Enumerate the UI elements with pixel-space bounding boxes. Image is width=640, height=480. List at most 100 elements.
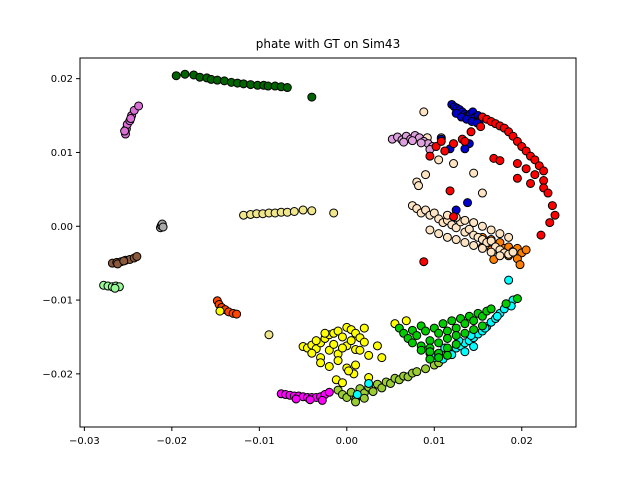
- data-point: [504, 275, 514, 285]
- data-point: [359, 393, 369, 403]
- data-point: [419, 107, 429, 117]
- data-point: [180, 69, 190, 79]
- data-point: [305, 395, 315, 405]
- data-point: [460, 238, 470, 247]
- data-point: [355, 345, 365, 355]
- data-point: [460, 347, 470, 357]
- data-point: [526, 178, 536, 188]
- data-point: [134, 101, 144, 111]
- data-point: [425, 347, 435, 357]
- data-point: [337, 332, 347, 342]
- data-point: [158, 222, 168, 232]
- x-tick-label: −0.03: [69, 436, 100, 447]
- data-point: [469, 325, 479, 335]
- data-point: [346, 336, 356, 346]
- data-point: [298, 205, 308, 215]
- data-point: [460, 328, 470, 338]
- data-point: [412, 367, 422, 377]
- data-point: [495, 229, 505, 239]
- data-point: [495, 156, 505, 166]
- data-point: [545, 218, 555, 228]
- data-point: [215, 306, 225, 316]
- data-point: [512, 173, 522, 183]
- data-point: [324, 345, 334, 355]
- chart-title: phate with GT on Sim43: [256, 37, 400, 51]
- y-axis: −0.02 −0.01 0.00 0.01 0.02: [42, 74, 80, 380]
- data-point: [320, 328, 330, 338]
- data-point: [416, 138, 426, 148]
- x-tick-label: 0.00: [336, 436, 358, 447]
- data-point: [329, 208, 339, 218]
- data-point: [504, 232, 514, 242]
- data-point: [126, 114, 136, 124]
- data-point: [449, 139, 459, 149]
- data-point: [359, 323, 369, 333]
- data-point: [399, 137, 409, 147]
- data-point: [495, 251, 505, 261]
- y-tick-label: 0.02: [51, 74, 73, 85]
- data-point: [469, 240, 479, 250]
- data-point: [434, 155, 444, 165]
- data-point: [442, 326, 452, 336]
- data-point: [425, 336, 435, 346]
- data-point: [449, 212, 459, 222]
- data-point: [449, 159, 459, 169]
- data-point: [364, 350, 374, 360]
- data-point: [132, 252, 142, 262]
- y-tick-label: −0.01: [42, 296, 73, 307]
- data-point: [451, 330, 461, 340]
- data-point: [451, 235, 461, 245]
- data-point: [469, 342, 479, 352]
- data-point: [469, 316, 479, 326]
- data-point: [407, 338, 417, 348]
- data-point: [530, 170, 540, 180]
- y-tick-label: −0.02: [42, 369, 73, 380]
- data-point: [547, 201, 557, 211]
- data-point: [324, 361, 334, 371]
- data-point: [171, 71, 181, 81]
- x-tick-label: 0.02: [511, 436, 533, 447]
- data-point: [372, 341, 382, 351]
- y-tick-label: 0.00: [51, 222, 73, 233]
- data-point: [232, 309, 242, 319]
- data-point: [307, 348, 317, 358]
- data-points: [99, 69, 560, 407]
- data-point: [451, 323, 461, 333]
- data-point: [460, 136, 470, 146]
- data-point: [119, 256, 129, 266]
- data-point: [539, 176, 549, 186]
- data-point: [451, 339, 461, 349]
- data-point: [515, 260, 525, 270]
- x-axis: −0.03 −0.02 −0.01 0.00 0.01 0.02: [69, 427, 533, 447]
- data-point: [508, 247, 518, 257]
- data-point: [486, 225, 496, 235]
- data-point: [442, 232, 452, 242]
- data-point: [291, 394, 301, 404]
- data-point: [463, 198, 473, 208]
- data-point: [460, 319, 470, 329]
- data-point: [442, 343, 452, 353]
- data-point: [451, 223, 461, 233]
- data-point: [477, 321, 487, 331]
- data-point: [401, 316, 411, 326]
- data-point: [486, 247, 496, 257]
- data-point: [442, 333, 452, 343]
- data-point: [421, 364, 431, 374]
- data-point: [477, 221, 487, 231]
- data-point: [264, 330, 274, 340]
- x-tick-label: −0.01: [244, 436, 275, 447]
- data-point: [436, 136, 446, 146]
- data-point: [530, 155, 540, 165]
- data-point: [412, 330, 422, 340]
- data-point: [324, 387, 334, 397]
- x-tick-label: −0.02: [157, 436, 188, 447]
- data-point: [543, 188, 553, 198]
- data-point: [434, 338, 444, 348]
- data-point: [337, 378, 347, 388]
- data-point: [477, 188, 487, 198]
- data-point: [316, 358, 326, 368]
- data-point: [377, 383, 387, 393]
- data-point: [421, 170, 431, 180]
- data-point: [445, 186, 455, 196]
